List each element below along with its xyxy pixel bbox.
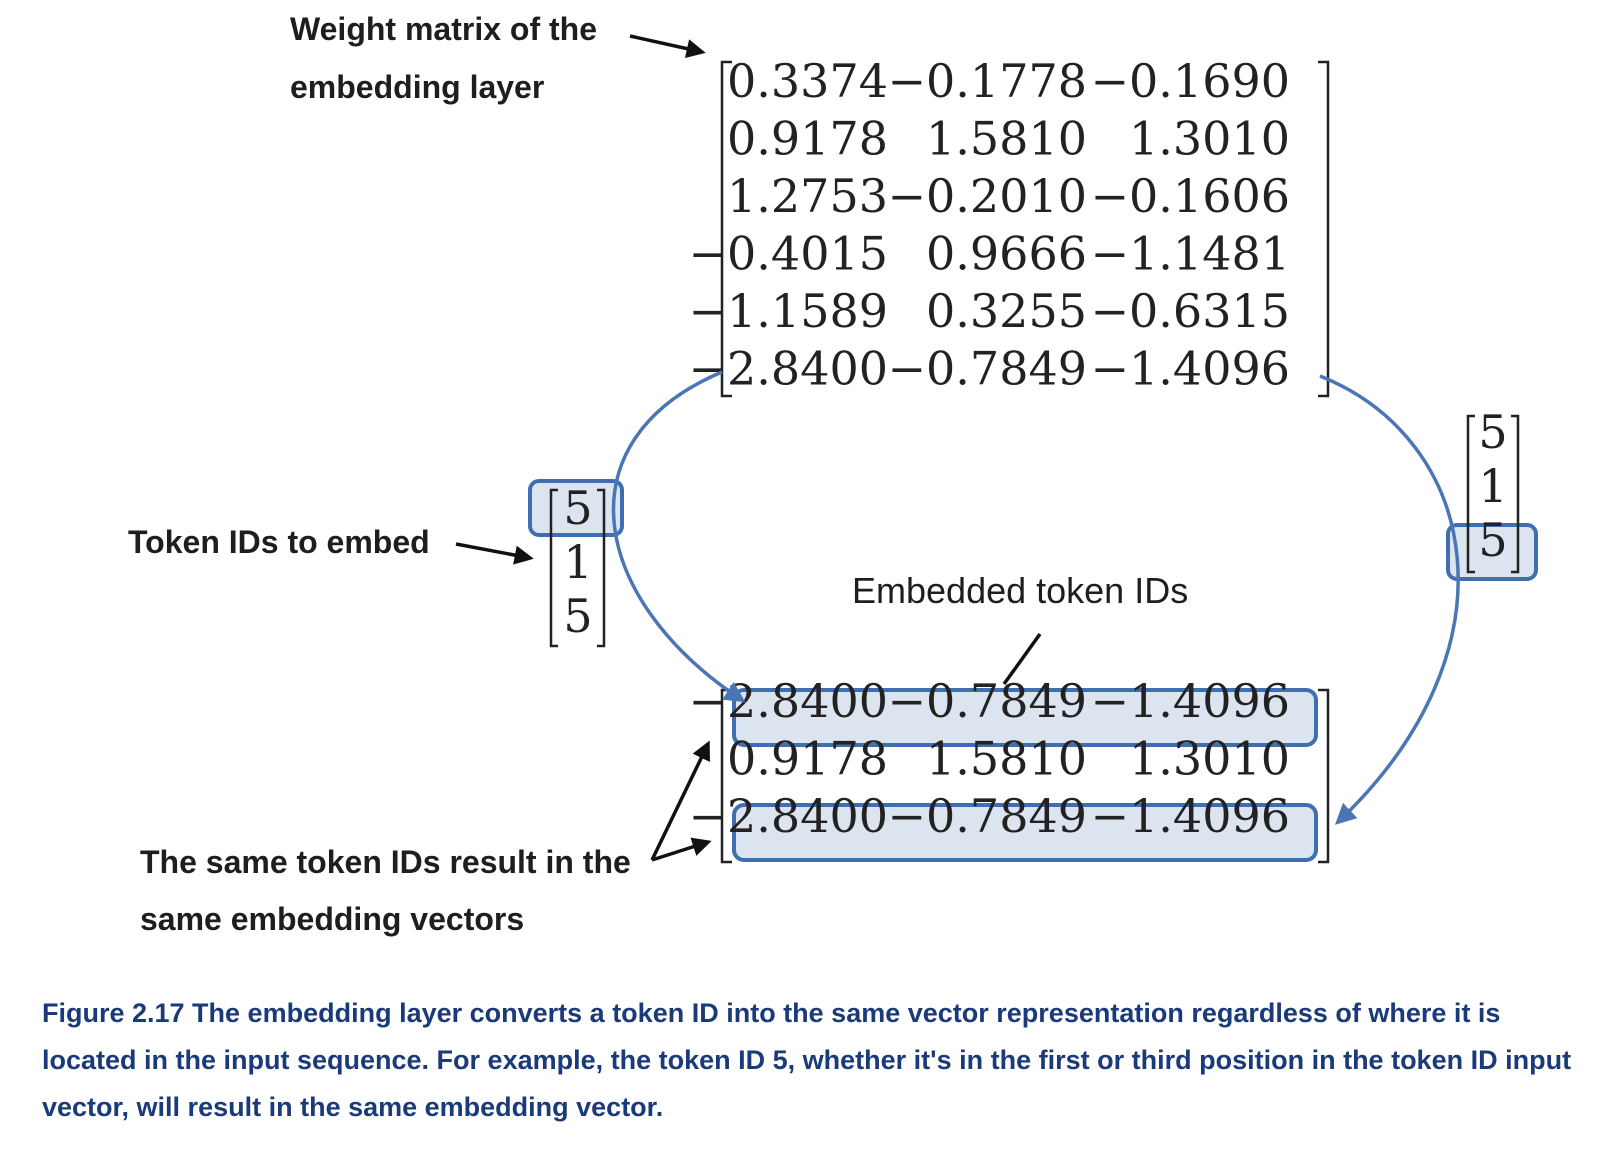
weight-matrix-cell: −0.1606 — [1091, 169, 1291, 223]
token-ids-right-bracket-close — [1511, 414, 1520, 574]
embedded-row-highlight-3 — [732, 803, 1318, 862]
row-lookup-arrow-left — [611, 370, 746, 703]
same-ids-label-line2: same embedding vectors — [140, 901, 524, 937]
weight-matrix-label-line2: embedding layer — [290, 69, 544, 105]
embedded-matrix-cell: −2.8400 — [689, 674, 889, 728]
token-id-right: 1 — [1478, 459, 1507, 513]
weight-matrix-cell: −0.1690 — [1091, 54, 1291, 108]
weight-matrix-cell: −0.6315 — [1091, 284, 1291, 338]
same-ids-arrow-up — [650, 740, 710, 861]
weight-matrix-cell: 0.3374 — [727, 54, 888, 108]
weight-matrix-label-line1: Weight matrix of the — [290, 11, 597, 47]
weight-matrix-cell: −1.4096 — [1091, 342, 1291, 396]
weight-matrix-cell: −0.1778 — [888, 54, 1088, 108]
embedded-matrix-cell: 1.5810 — [926, 732, 1087, 786]
weight-matrix-right-bracket — [1318, 60, 1330, 398]
weight-matrix-cell: 1.5810 — [926, 112, 1087, 166]
weight-matrix-left-bracket — [720, 60, 732, 398]
embedded-matrix-cell: −2.8400 — [689, 789, 889, 843]
token-ids-label: Token IDs to embed — [128, 524, 430, 560]
weight-matrix-cell: 0.3255 — [926, 284, 1087, 338]
embedded-matrix-cell: −0.7849 — [888, 789, 1088, 843]
token-ids-arrow — [455, 542, 534, 565]
token-ids-right-bracket-open — [1466, 414, 1475, 574]
embedded-token-ids-label: Embedded token IDs — [852, 570, 1188, 611]
embedded-label-pointer — [1002, 632, 1042, 686]
embedded-matrix-cell: 1.3010 — [1129, 732, 1290, 786]
embedded-matrix-cell: −1.4096 — [1091, 674, 1291, 728]
weight-matrix-cell: −0.2010 — [888, 169, 1088, 223]
embedded-matrix-cell: 0.9178 — [727, 732, 888, 786]
weight-matrix-arrow — [629, 34, 706, 59]
token-ids-left-bracket-close — [597, 488, 606, 648]
weight-matrix: 0.3374 −0.1778 −0.1690 0.9178 1.5810 1.3010 1.… — [689, 54, 1330, 398]
same-ids-label-line1: The same token IDs result in the — [140, 844, 631, 880]
embedding-diagram: Weight matrix of the embedding layer Tok… — [128, 11, 1538, 937]
token-ids-right-vector: 515 — [1446, 405, 1538, 581]
embedded-matrix-cell: −1.4096 — [1091, 789, 1291, 843]
token-id-left: 5 — [563, 481, 592, 535]
token-id-left: 5 — [563, 589, 592, 643]
weight-matrix-cell: −2.8400 — [689, 342, 889, 396]
token-id-right-highlight — [1446, 523, 1538, 581]
weight-matrix-cell: −1.1589 — [689, 284, 889, 338]
same-ids-arrow-down — [651, 837, 712, 862]
embedded-matrix-cell: −0.7849 — [888, 674, 1088, 728]
weight-matrix-cell: −1.1481 — [1091, 227, 1291, 281]
embedded-row-highlight-1 — [732, 688, 1318, 747]
figure-caption: Figure 2.17 The embedding layer converts… — [42, 998, 1572, 1122]
weight-matrix-cell: 1.2753 — [727, 169, 888, 223]
embedded-matrix-right-bracket — [1318, 688, 1330, 864]
weight-matrix-cell: 0.9666 — [926, 227, 1087, 281]
token-id-right: 5 — [1478, 513, 1507, 567]
weight-matrix-cell: 1.3010 — [1129, 112, 1290, 166]
token-id-left: 1 — [563, 535, 592, 589]
token-ids-left-vector: 515 — [528, 479, 624, 648]
weight-matrix-cell: 0.9178 — [727, 112, 888, 166]
weight-matrix-cell: −0.7849 — [888, 342, 1088, 396]
row-lookup-arrow-right — [1319, 374, 1460, 825]
token-ids-left-bracket-open — [549, 488, 558, 648]
token-id-left-highlight — [528, 479, 624, 537]
token-id-right: 5 — [1478, 405, 1507, 459]
weight-matrix-cell: −0.4015 — [689, 227, 889, 281]
